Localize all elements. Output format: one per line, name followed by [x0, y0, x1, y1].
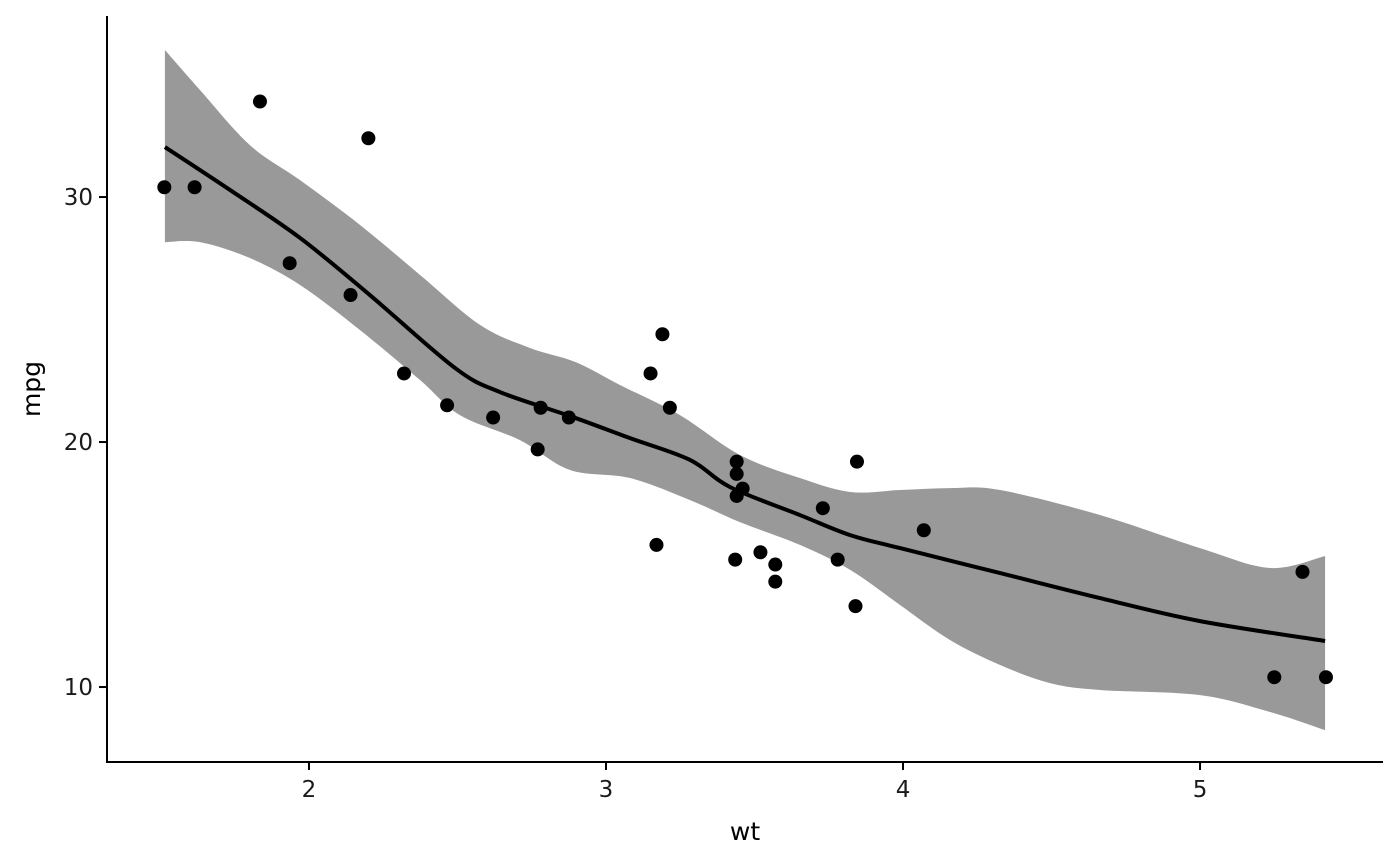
data-point [768, 574, 783, 589]
confidence-ribbon [164, 50, 1326, 731]
points-layer [157, 94, 1333, 685]
data-point [252, 94, 267, 109]
data-point [849, 454, 864, 469]
y-axis-label: mpg [17, 361, 46, 417]
data-point [1267, 670, 1282, 685]
x-ticks: 2 3 4 5 [302, 762, 1208, 803]
data-point [753, 545, 768, 560]
x-tick-label: 3 [599, 777, 614, 803]
confidence-ribbon-layer [164, 50, 1326, 731]
y-tick-label: 10 [64, 675, 93, 701]
x-tick-label: 2 [302, 777, 317, 803]
data-point [561, 410, 576, 425]
data-point [643, 366, 658, 381]
data-point [729, 488, 744, 503]
data-point [662, 400, 677, 415]
data-point [486, 410, 501, 425]
data-point [728, 552, 743, 567]
data-point [530, 442, 545, 457]
data-point [655, 327, 670, 342]
y-tick-label: 30 [64, 185, 93, 211]
y-tick-label: 20 [64, 430, 93, 456]
data-point [361, 131, 376, 146]
data-point [397, 366, 412, 381]
data-point [815, 501, 830, 516]
data-point [1295, 564, 1310, 579]
data-point [729, 466, 744, 481]
data-point [1318, 670, 1333, 685]
data-point [157, 180, 172, 195]
data-point [282, 256, 297, 271]
x-tick-label: 5 [1193, 777, 1208, 803]
data-point [768, 557, 783, 572]
data-point [848, 599, 863, 614]
data-point [533, 400, 548, 415]
data-point [187, 180, 202, 195]
x-tick-label: 4 [896, 777, 911, 803]
data-point [440, 398, 455, 413]
data-point [343, 288, 358, 303]
data-point [649, 537, 664, 552]
smooth-line-layer [163, 145, 1326, 643]
y-ticks: 10 20 30 [64, 185, 107, 701]
smooth-line [163, 145, 1326, 643]
data-point [830, 552, 845, 567]
data-point [729, 454, 744, 469]
x-axis-label: wt [730, 817, 760, 846]
data-point [916, 523, 931, 538]
